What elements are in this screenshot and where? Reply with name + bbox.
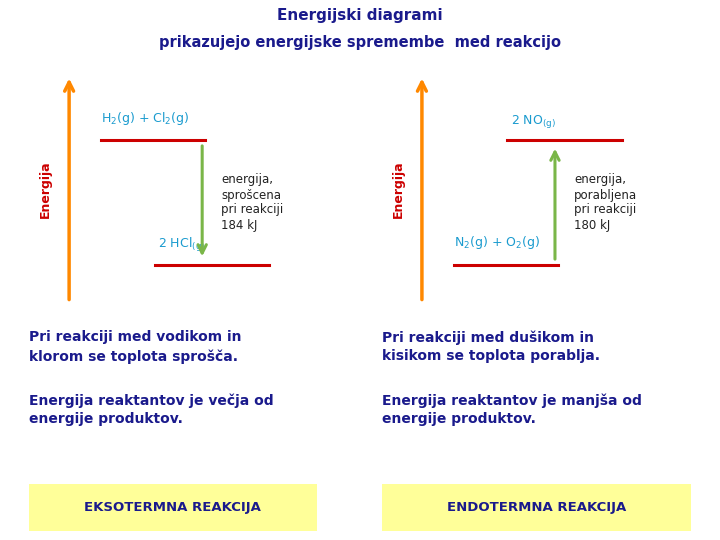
Text: prikazujejo energijske spremembe  med reakcijo: prikazujejo energijske spremembe med rea… bbox=[159, 35, 561, 50]
FancyBboxPatch shape bbox=[29, 484, 317, 531]
Text: energija,
porabljena
pri reakciji
180 kJ: energija, porabljena pri reakciji 180 kJ bbox=[574, 173, 637, 232]
Text: Energija reaktantov je večja od
energije produktov.: Energija reaktantov je večja od energije… bbox=[29, 393, 274, 426]
Text: Pri reakciji med vodikom in
klorom se toplota sprošča.: Pri reakciji med vodikom in klorom se to… bbox=[29, 330, 241, 363]
Text: 2 HCl$\mathregular{_{(g)}}$: 2 HCl$\mathregular{_{(g)}}$ bbox=[158, 236, 205, 254]
FancyBboxPatch shape bbox=[382, 484, 691, 531]
Text: Energija reaktantov je manjša od
energije produktov.: Energija reaktantov je manjša od energij… bbox=[382, 393, 642, 426]
Text: EKSOTERMNA REAKCIJA: EKSOTERMNA REAKCIJA bbox=[84, 501, 261, 514]
Text: Energija: Energija bbox=[392, 160, 405, 218]
Text: 2 NO$\mathregular{_{(g)}}$: 2 NO$\mathregular{_{(g)}}$ bbox=[510, 113, 556, 130]
Text: $\mathregular{N_2}$(g) + $\mathregular{O_2}$(g): $\mathregular{N_2}$(g) + $\mathregular{O… bbox=[454, 234, 539, 251]
Text: Pri reakciji med dušikom in
kisikom se toplota porablja.: Pri reakciji med dušikom in kisikom se t… bbox=[382, 330, 600, 363]
Text: ENDOTERMNA REAKCIJA: ENDOTERMNA REAKCIJA bbox=[447, 501, 626, 514]
Text: Energija: Energija bbox=[39, 160, 52, 218]
Text: Energijski diagrami: Energijski diagrami bbox=[277, 8, 443, 23]
Text: $\mathregular{H_2}$(g) + $\mathregular{Cl_2}$(g): $\mathregular{H_2}$(g) + $\mathregular{C… bbox=[101, 110, 189, 127]
Text: energija,
sprošcena
pri reakciji
184 kJ: energija, sprošcena pri reakciji 184 kJ bbox=[221, 173, 284, 232]
